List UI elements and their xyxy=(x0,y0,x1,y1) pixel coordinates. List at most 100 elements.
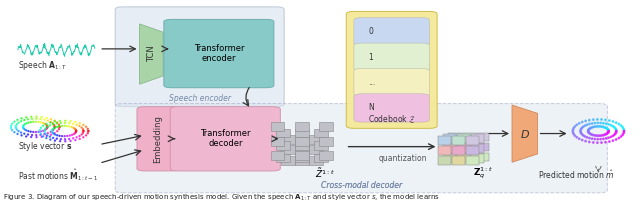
Point xyxy=(600,141,611,144)
Point xyxy=(584,132,595,135)
Point xyxy=(618,126,628,129)
FancyBboxPatch shape xyxy=(281,145,294,154)
Point xyxy=(52,134,62,137)
Point xyxy=(20,128,30,131)
Point xyxy=(27,133,37,137)
Point xyxy=(43,131,53,135)
Point xyxy=(616,124,626,127)
Point xyxy=(68,126,79,130)
Point xyxy=(72,136,82,139)
Point xyxy=(580,124,590,127)
Text: 1: 1 xyxy=(368,53,372,62)
Point xyxy=(572,136,582,139)
Point xyxy=(67,133,77,137)
Point xyxy=(575,129,586,132)
Point xyxy=(48,123,58,126)
Point xyxy=(83,127,93,130)
Point xyxy=(572,123,582,126)
Point xyxy=(42,125,52,129)
Point xyxy=(618,131,628,135)
FancyBboxPatch shape xyxy=(271,137,284,146)
Point xyxy=(608,120,618,123)
Point xyxy=(619,129,629,133)
Point xyxy=(568,128,578,132)
Point xyxy=(604,129,614,132)
Point xyxy=(45,135,55,138)
Text: quantization: quantization xyxy=(379,154,428,163)
Point xyxy=(68,132,79,136)
Point xyxy=(62,124,72,128)
Point xyxy=(42,125,52,129)
FancyBboxPatch shape xyxy=(354,43,429,71)
Point xyxy=(40,128,50,132)
Point xyxy=(31,120,41,123)
Point xyxy=(40,127,51,130)
Point xyxy=(65,134,75,137)
Point xyxy=(589,125,600,128)
Point xyxy=(580,135,590,138)
Point xyxy=(601,137,611,140)
Text: Codebook $\mathcal{Z}$: Codebook $\mathcal{Z}$ xyxy=(368,114,415,125)
FancyBboxPatch shape xyxy=(295,137,308,146)
Point xyxy=(580,139,591,143)
Point xyxy=(65,125,75,128)
Point xyxy=(584,119,595,122)
FancyBboxPatch shape xyxy=(281,156,294,165)
Point xyxy=(57,124,67,128)
Point xyxy=(36,133,46,136)
Point xyxy=(587,133,597,136)
Point xyxy=(35,130,45,134)
Point xyxy=(57,134,67,138)
Point xyxy=(596,141,607,144)
FancyBboxPatch shape xyxy=(271,151,284,160)
Point xyxy=(619,129,629,133)
Point xyxy=(568,132,579,135)
Point xyxy=(49,132,59,135)
Point xyxy=(611,132,621,135)
Point xyxy=(592,141,602,144)
Text: $\tilde{Z}^{1:t}$: $\tilde{Z}^{1:t}$ xyxy=(316,166,335,180)
Point xyxy=(9,120,19,123)
FancyBboxPatch shape xyxy=(271,122,284,131)
Point xyxy=(9,130,19,134)
Point xyxy=(568,127,579,130)
Point xyxy=(41,127,51,131)
Point xyxy=(600,118,611,121)
Point xyxy=(21,116,31,119)
Point xyxy=(26,130,36,133)
Point xyxy=(42,125,52,129)
Point xyxy=(78,131,88,134)
Point xyxy=(72,123,82,126)
Point xyxy=(618,133,628,136)
Point xyxy=(577,120,588,124)
Point xyxy=(611,128,621,131)
FancyBboxPatch shape xyxy=(443,144,456,153)
FancyBboxPatch shape xyxy=(309,145,323,154)
Point xyxy=(31,130,41,134)
Point xyxy=(27,117,37,120)
Point xyxy=(36,135,47,139)
FancyBboxPatch shape xyxy=(471,154,484,163)
Point xyxy=(18,125,28,128)
Point xyxy=(602,132,612,135)
Point xyxy=(19,118,29,122)
Point xyxy=(591,125,602,128)
Point xyxy=(40,132,51,135)
FancyBboxPatch shape xyxy=(295,151,308,160)
Point xyxy=(48,129,58,132)
Point xyxy=(595,121,605,125)
Point xyxy=(83,132,93,135)
Text: Style vector $\mathbf{s}$: Style vector $\mathbf{s}$ xyxy=(18,140,72,153)
Point xyxy=(78,129,88,133)
Point xyxy=(41,136,51,140)
FancyBboxPatch shape xyxy=(295,129,308,137)
Point xyxy=(584,136,595,140)
Point xyxy=(49,127,59,130)
FancyBboxPatch shape xyxy=(314,141,328,150)
Point xyxy=(77,133,87,136)
Point xyxy=(595,125,605,128)
Text: $\mathbf{Z}_q^{1:t}$: $\mathbf{Z}_q^{1:t}$ xyxy=(473,165,493,181)
FancyBboxPatch shape xyxy=(295,122,308,131)
Point xyxy=(21,122,31,125)
Point xyxy=(578,125,588,128)
